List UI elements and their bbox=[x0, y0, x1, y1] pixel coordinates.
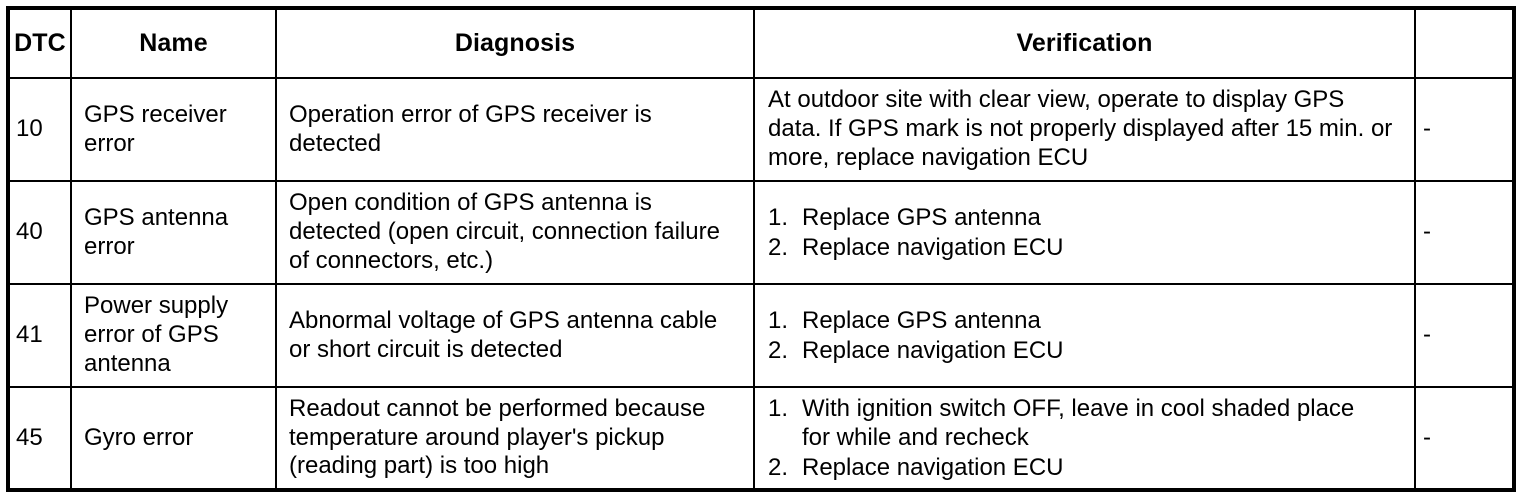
verification-step-list: 1. Replace GPS antenna 2. Replace navigatio… bbox=[768, 203, 1408, 262]
text-line: error of GPS bbox=[84, 321, 219, 349]
step-number: 2. bbox=[768, 233, 789, 261]
text-line: of connectors, etc.) bbox=[289, 246, 494, 274]
step-text: Replace navigation ECU bbox=[802, 336, 1408, 365]
cell-remarks: - bbox=[1414, 77, 1515, 182]
text-line: error bbox=[84, 129, 135, 157]
text-line: Replace GPS antenna bbox=[802, 307, 1041, 335]
text-line: With ignition switch OFF, leave in cool … bbox=[802, 395, 1355, 423]
step-text: Replace navigation ECU bbox=[802, 233, 1408, 262]
step-number: 1. bbox=[768, 307, 789, 335]
column-header-name: Name bbox=[70, 7, 277, 79]
text-line: data. If GPS mark is not properly displa… bbox=[768, 115, 1393, 143]
step-text: Replace GPS antenna bbox=[802, 306, 1408, 335]
step-number: 2. bbox=[768, 336, 789, 364]
cell-dtc-code: 45 bbox=[7, 386, 72, 491]
text-line: GPS antenna bbox=[84, 203, 229, 231]
text-line: or short circuit is detected bbox=[289, 335, 563, 363]
step-text: With ignition switch OFF, leave in cool … bbox=[802, 394, 1408, 453]
text-line: Gyro error bbox=[84, 423, 194, 451]
verification-step: 1. Replace GPS antenna bbox=[768, 306, 1408, 335]
table-row: 10 GPS receiver error Operation error of GP… bbox=[7, 77, 1515, 182]
table-body: 10 GPS receiver error Operation error of GP… bbox=[7, 77, 1515, 491]
verification-step: 1. With ignition switch OFF, leave in coo… bbox=[768, 394, 1408, 453]
table-row: 40 GPS antenna error Open condition of GPS … bbox=[7, 180, 1515, 285]
verification-step: 2. Replace navigation ECU bbox=[768, 453, 1408, 482]
cell-diagnosis: Open condition of GPS antenna is detected… bbox=[275, 180, 755, 285]
cell-name: GPS receiver error bbox=[70, 77, 277, 182]
text-line: detected (open circuit, connection failu… bbox=[289, 218, 720, 246]
step-text: Replace GPS antenna bbox=[802, 203, 1408, 232]
cell-dtc-code: 40 bbox=[7, 180, 72, 285]
step-text: Replace navigation ECU bbox=[802, 453, 1408, 482]
text-line: detected bbox=[289, 129, 382, 157]
cell-dtc-code: 10 bbox=[7, 77, 72, 182]
step-number: 2. bbox=[768, 453, 789, 481]
cell-verification: 1. With ignition switch OFF, leave in coo… bbox=[753, 386, 1416, 491]
text-line: more, replace navigation ECU bbox=[768, 143, 1089, 171]
table-header: DTC Name Diagnosis Verification bbox=[7, 7, 1515, 79]
cell-verification: 1. Replace GPS antenna 2. Replace navigatio… bbox=[753, 283, 1416, 388]
verification-step-list: 1. Replace GPS antenna 2. Replace navigatio… bbox=[768, 306, 1408, 365]
text-line: Replace GPS antenna bbox=[802, 204, 1041, 232]
text-line: At outdoor site with clear view, operate… bbox=[768, 86, 1345, 114]
cell-verification: 1. Replace GPS antenna 2. Replace navigatio… bbox=[753, 180, 1416, 285]
text-line: Replace navigation ECU bbox=[802, 233, 1064, 261]
text-line: Power supply bbox=[84, 292, 229, 320]
cell-name: Power supply error of GPS antenna bbox=[70, 283, 277, 388]
verification-step-list: 1. With ignition switch OFF, leave in coo… bbox=[768, 394, 1408, 482]
cell-remarks: - bbox=[1414, 283, 1515, 388]
table-row: 45 Gyro error Readout cannot be performed … bbox=[7, 386, 1515, 491]
cell-remarks: - bbox=[1414, 180, 1515, 285]
text-line: Replace navigation ECU bbox=[802, 453, 1064, 481]
column-header-dtc: DTC bbox=[7, 7, 72, 79]
text-line: error bbox=[84, 232, 135, 260]
text-line: Replace navigation ECU bbox=[802, 336, 1064, 364]
cell-diagnosis: Readout cannot be performed because tempe… bbox=[275, 386, 755, 491]
column-header-remarks bbox=[1414, 7, 1515, 79]
cell-verification: At outdoor site with clear view, operate… bbox=[753, 77, 1416, 182]
text-line: (reading part) is too high bbox=[289, 452, 550, 480]
text-line: Abnormal voltage of GPS antenna cable bbox=[289, 306, 718, 334]
text-line: Operation error of GPS receiver is bbox=[289, 100, 652, 128]
text-line: GPS receiver bbox=[84, 100, 227, 128]
cell-diagnosis: Abnormal voltage of GPS antenna cable or … bbox=[275, 283, 755, 388]
text-line: Open condition of GPS antenna is bbox=[289, 189, 652, 217]
text-line: antenna bbox=[84, 349, 171, 377]
verification-step: 1. Replace GPS antenna bbox=[768, 203, 1408, 232]
column-header-diagnosis: Diagnosis bbox=[275, 7, 755, 79]
cell-diagnosis: Operation error of GPS receiver is detect… bbox=[275, 77, 755, 182]
column-header-verification: Verification bbox=[753, 7, 1416, 79]
header-row: DTC Name Diagnosis Verification bbox=[7, 7, 1515, 79]
step-number: 1. bbox=[768, 204, 789, 232]
dtc-diagnosis-table: DTC Name Diagnosis Verification 10 GPS re… bbox=[6, 6, 1516, 492]
cell-name: Gyro error bbox=[70, 386, 277, 491]
text-line: temperature around player's pickup bbox=[289, 423, 665, 451]
cell-name: GPS antenna error bbox=[70, 180, 277, 285]
text-line: Readout cannot be performed because bbox=[289, 394, 706, 422]
step-number: 1. bbox=[768, 395, 789, 423]
cell-dtc-code: 41 bbox=[7, 283, 72, 388]
cell-remarks: - bbox=[1414, 386, 1515, 491]
verification-step: 2. Replace navigation ECU bbox=[768, 233, 1408, 262]
table-row: 41 Power supply error of GPS antenna Abnorma… bbox=[7, 283, 1515, 388]
text-line: for while and recheck bbox=[802, 424, 1029, 452]
verification-step: 2. Replace navigation ECU bbox=[768, 336, 1408, 365]
